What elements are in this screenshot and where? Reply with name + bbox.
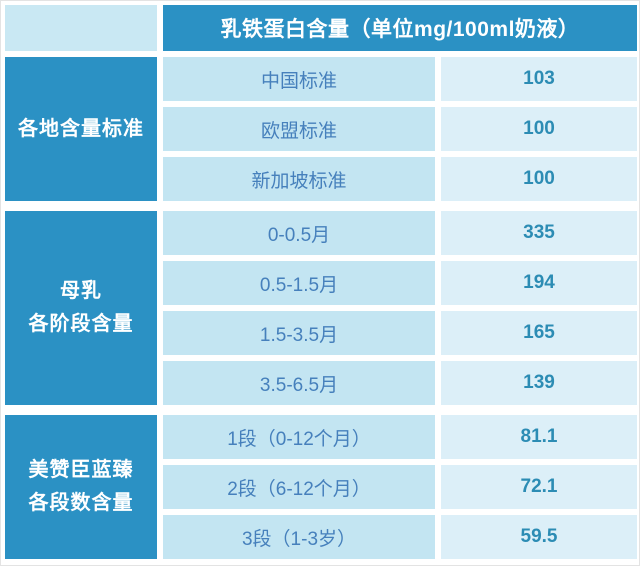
corner-spacer-cell	[5, 5, 157, 51]
row-value: 103	[441, 57, 637, 101]
table-title: 乳铁蛋白含量（单位mg/100ml奶液）	[163, 5, 637, 51]
section-enfinitas-stages: 美赞臣蓝臻 各段数含量 1段（0-12个月） 81.1 2段（6-12个月） 7…	[5, 415, 637, 559]
section-label-regional-standards: 各地含量标准	[5, 57, 157, 201]
row-label: 3段（1-3岁）	[163, 515, 435, 559]
row-label: 1段（0-12个月）	[163, 415, 435, 459]
row-value: 81.1	[441, 415, 637, 459]
section-label-breast-milk-stages: 母乳 各阶段含量	[5, 211, 157, 405]
section-breast-milk-stages: 母乳 各阶段含量 0-0.5月 335 0.5-1.5月 194 1.5-3.5…	[5, 211, 637, 405]
row-label: 0-0.5月	[163, 211, 435, 255]
row-label: 欧盟标准	[163, 107, 435, 151]
row-value: 100	[441, 157, 637, 201]
row-value: 100	[441, 107, 637, 151]
row-label: 中国标准	[163, 57, 435, 101]
row-label: 新加坡标准	[163, 157, 435, 201]
row-value: 165	[441, 311, 637, 355]
row-label: 3.5-6.5月	[163, 361, 435, 405]
row-label: 0.5-1.5月	[163, 261, 435, 305]
section-label-enfinitas-stages: 美赞臣蓝臻 各段数含量	[5, 415, 157, 559]
row-value: 335	[441, 211, 637, 255]
row-value: 59.5	[441, 515, 637, 559]
section-regional-standards: 各地含量标准 中国标准 103 欧盟标准 100 新加坡标准 100	[5, 57, 637, 201]
row-value: 139	[441, 361, 637, 405]
table-header-row: 乳铁蛋白含量（单位mg/100ml奶液）	[5, 5, 637, 51]
row-value: 72.1	[441, 465, 637, 509]
row-label: 1.5-3.5月	[163, 311, 435, 355]
row-label: 2段（6-12个月）	[163, 465, 435, 509]
row-value: 194	[441, 261, 637, 305]
